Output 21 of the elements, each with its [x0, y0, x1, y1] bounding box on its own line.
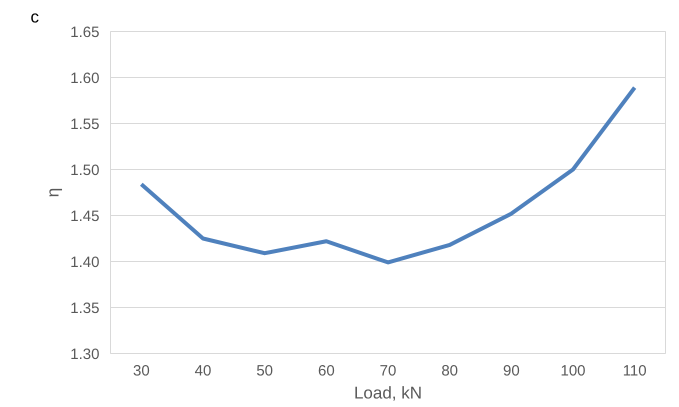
y-tick-label: 1.60 [70, 70, 100, 87]
y-tick-label: 1.55 [70, 116, 100, 133]
x-tick-label: 30 [132, 362, 150, 380]
y-tick-label: 1.30 [70, 346, 100, 363]
x-tick-label: 40 [194, 362, 212, 380]
x-tick-label: 50 [256, 362, 274, 380]
x-tick-label: 60 [318, 362, 335, 380]
x-tick-label: 70 [380, 362, 396, 380]
x-tick-label: 90 [502, 362, 520, 380]
y-tick-label: 1.50 [70, 162, 100, 179]
y-tick-label: 1.35 [70, 300, 100, 317]
x-axis-title: Load, kN [354, 384, 422, 402]
line-series [139, 86, 637, 264]
x-tick-label: 80 [441, 362, 458, 380]
text: c [30, 8, 40, 26]
y-tick-label: 1.65 [70, 24, 100, 41]
y-tick-label: 1.40 [70, 254, 100, 271]
x-tick-label: 100 [560, 362, 586, 380]
y-axis-title: η [43, 188, 62, 198]
x-tick-label: 110 [622, 362, 647, 380]
y-tick-label: 1.45 [70, 208, 100, 225]
